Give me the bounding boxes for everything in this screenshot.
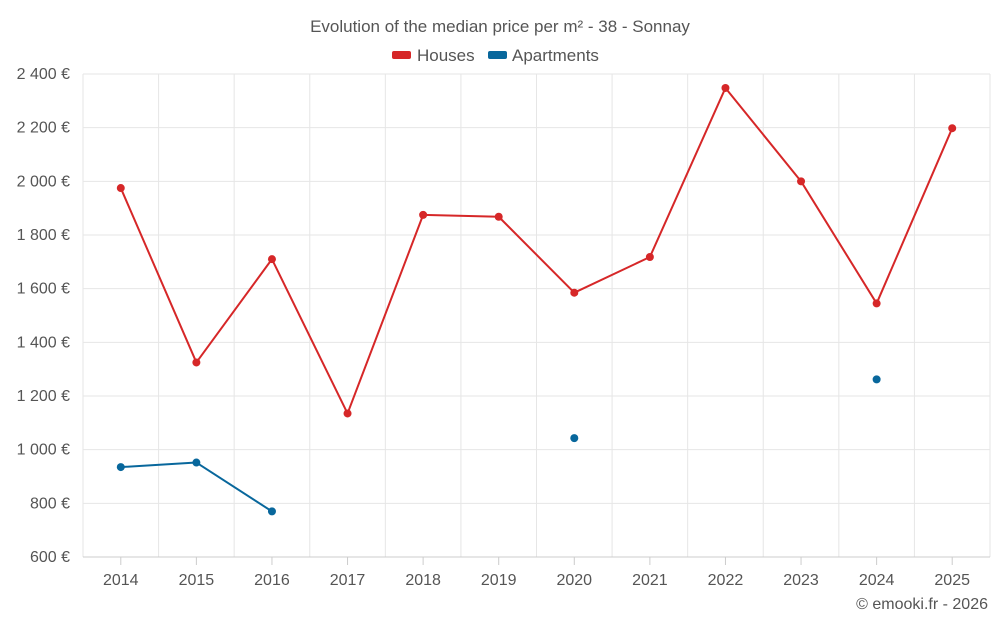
houses-point[interactable] <box>267 255 276 264</box>
x-tick-label: 2022 <box>708 572 744 589</box>
x-tick-label: 2016 <box>254 572 290 589</box>
x-tick-label: 2024 <box>859 572 895 589</box>
y-axis: 600 € 800 € 1 000 € 1 200 € 1 400 € 1 600 € 1 … <box>17 66 70 566</box>
legend-swatch <box>392 51 411 59</box>
y-tick-label: 1 600 € <box>17 281 70 298</box>
houses-point[interactable] <box>570 288 579 297</box>
houses-point[interactable] <box>494 212 503 221</box>
y-tick-label: 1 800 € <box>17 227 70 244</box>
y-tick-label: 2 200 € <box>17 120 70 137</box>
y-tick-label: 2 400 € <box>17 66 70 83</box>
x-tick-label: 2014 <box>103 572 139 589</box>
houses-point[interactable] <box>797 177 806 186</box>
apartments-point[interactable] <box>267 507 276 516</box>
x-tick-label: 2018 <box>405 572 441 589</box>
credit-text: © emooki.fr - 2026 <box>856 596 988 613</box>
apartments-series-line <box>120 461 273 513</box>
legend-label: Houses <box>417 46 475 65</box>
legend: Houses Apartments <box>392 46 599 65</box>
series-layer <box>116 83 957 516</box>
houses-point[interactable] <box>872 299 881 308</box>
legend-item-houses[interactable]: Houses <box>392 46 475 65</box>
grid-lines <box>82 73 991 558</box>
x-axis: 2014 2015 2016 2017 2018 2019 2020 2021 2022 2023… <box>83 556 990 589</box>
x-tick-label: 2023 <box>783 572 819 589</box>
apartments-point[interactable] <box>116 463 125 472</box>
apartments-point[interactable] <box>872 375 881 384</box>
legend-swatch <box>488 51 507 59</box>
x-tick-label: 2017 <box>330 572 366 589</box>
y-tick-label: 2 000 € <box>17 173 70 190</box>
apartments-point[interactable] <box>192 458 201 467</box>
legend-item-apartments[interactable]: Apartments <box>488 46 599 65</box>
houses-point[interactable] <box>192 358 201 367</box>
houses-point[interactable] <box>721 83 730 92</box>
houses-point[interactable] <box>116 184 125 193</box>
x-tick-label: 2025 <box>934 572 970 589</box>
chart-title: Evolution of the median price per m² - 3… <box>310 17 690 36</box>
y-tick-label: 1 400 € <box>17 334 70 351</box>
houses-point[interactable] <box>645 253 654 262</box>
houses-point[interactable] <box>948 124 957 133</box>
y-tick-label: 600 € <box>30 549 70 566</box>
houses-point[interactable] <box>343 409 352 418</box>
y-tick-label: 1 200 € <box>17 388 70 405</box>
legend-label: Apartments <box>512 46 599 65</box>
apartments-point[interactable] <box>570 434 579 443</box>
x-tick-label: 2015 <box>179 572 215 589</box>
y-tick-label: 1 000 € <box>17 442 70 459</box>
x-tick-label: 2020 <box>556 572 592 589</box>
y-tick-label: 800 € <box>30 495 70 512</box>
houses-point[interactable] <box>419 210 428 219</box>
x-tick-label: 2021 <box>632 572 668 589</box>
houses-series-line <box>119 86 954 415</box>
x-tick-label: 2019 <box>481 572 517 589</box>
